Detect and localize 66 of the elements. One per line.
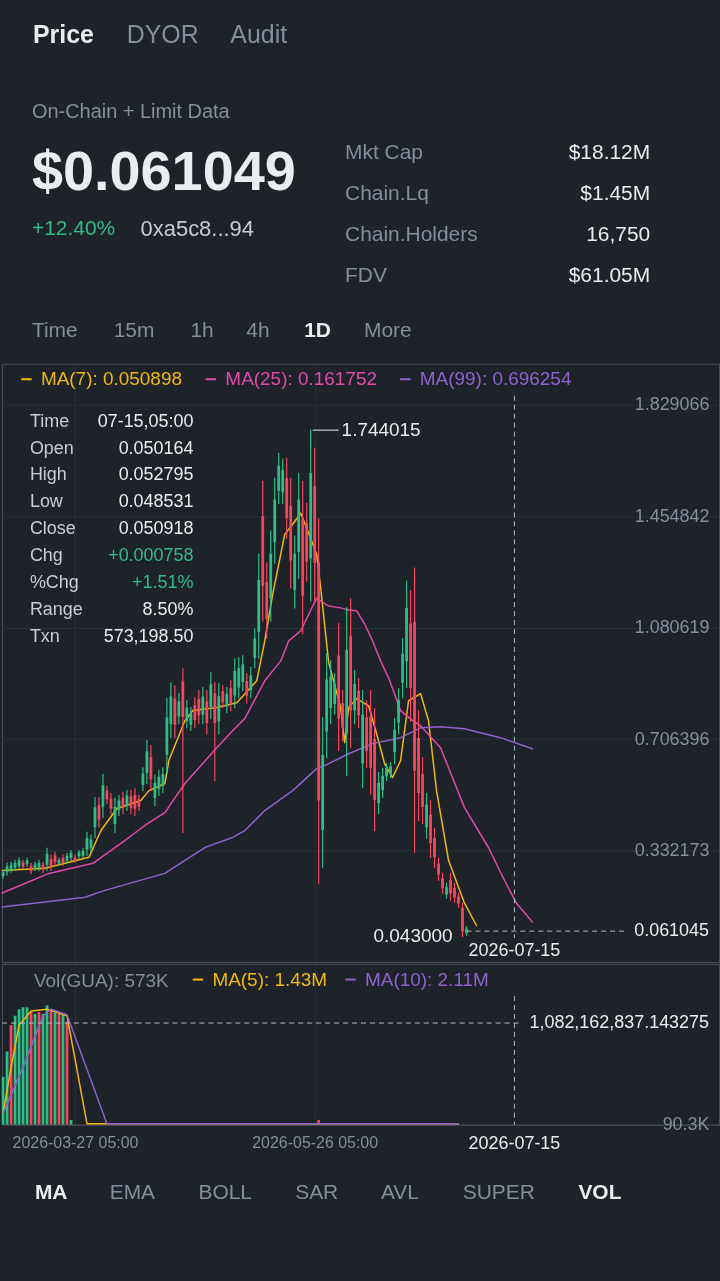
legend-label: MA(99): 0.696254 [419,368,572,390]
text: $61.05M [568,263,651,286]
annotation: +0.000758 [108,545,194,566]
text: MA [34,1180,68,1204]
legend-label: MA(7): 0.050898 [40,368,182,390]
y-tick-label: 1.454842 [634,505,710,526]
annotation: 0.050918 [118,518,194,539]
y-tick-label: 0.706396 [634,728,710,749]
y-tick-label: 1.080619 [634,617,710,638]
ref-line-label: 2026-07-15 [468,1132,561,1153]
text: FDV [345,263,387,286]
text: $1.45M [580,181,651,205]
text: Price [32,19,95,48]
annotation: 0.048531 [118,491,194,512]
ref-line-label: 1,082,162,837.143275 [529,1012,710,1033]
text: Mkt Cap [345,140,424,164]
text: Chain.Lq [345,181,429,205]
y-tick-label: 0.332173 [634,839,710,860]
annotation: Chg [29,545,63,566]
text: BOLL [198,1180,252,1204]
annotation: 1.744015 [341,419,421,441]
ref-line-label: 0.061045 [634,920,710,941]
ref-line-label: 2026-07-15 [468,940,561,961]
text: Audit [230,19,288,48]
text: Time [31,317,78,341]
annotation: 0.043000 [373,925,453,947]
text: 1h [190,317,214,341]
text: $18.12M [568,140,651,164]
annotation: 07-15,05:00 [97,410,194,431]
text: DYOR [126,19,199,48]
annotation: Txn [29,626,60,646]
annotation: Range [29,599,83,620]
annotation: 0.050164 [118,437,194,458]
annotation: Low [29,491,63,512]
legend-label: MA(5): 1.43M [212,968,328,990]
annotation: +1.51% [132,572,194,593]
annotation: %Chg [29,572,79,593]
text: EMA [109,1180,156,1204]
legend-label: MA(10): 2.11M [364,968,489,990]
text: 4h [246,317,270,341]
text: SAR [295,1180,339,1204]
legend-label: MA(25): 0.161752 [225,368,377,390]
annotation: Vol(GUA): 573K [33,970,169,992]
annotation: 0.052795 [118,464,194,485]
text: VOL [578,1180,622,1204]
annotation: Time [29,410,70,431]
y-tick-label: 1.829066 [634,394,710,415]
text: AVL [380,1180,419,1204]
x-tick-label: 2026-03-27 05:00 [12,1134,139,1152]
text: 1D [304,317,331,341]
y-tick-label: 90.3K [662,1114,710,1135]
annotation: 8.50% [142,599,194,620]
text: +12.40% [31,216,116,240]
text: SUPER [462,1180,535,1204]
text: More [363,317,412,341]
text: Chain.Holders [345,222,478,246]
text: 0xa5c8...94 [140,216,254,242]
x-tick-label: 2026-05-26 05:00 [252,1134,379,1152]
annotation: 573,198.50 [103,626,194,646]
text: 16,750 [586,222,651,246]
annotation: High [29,464,67,485]
text: $0.061049 [31,139,296,203]
annotation: Close [29,518,76,539]
text: On-Chain + Limit Data [31,100,231,123]
text: 15m [113,317,155,341]
annotation: Open [29,437,74,458]
